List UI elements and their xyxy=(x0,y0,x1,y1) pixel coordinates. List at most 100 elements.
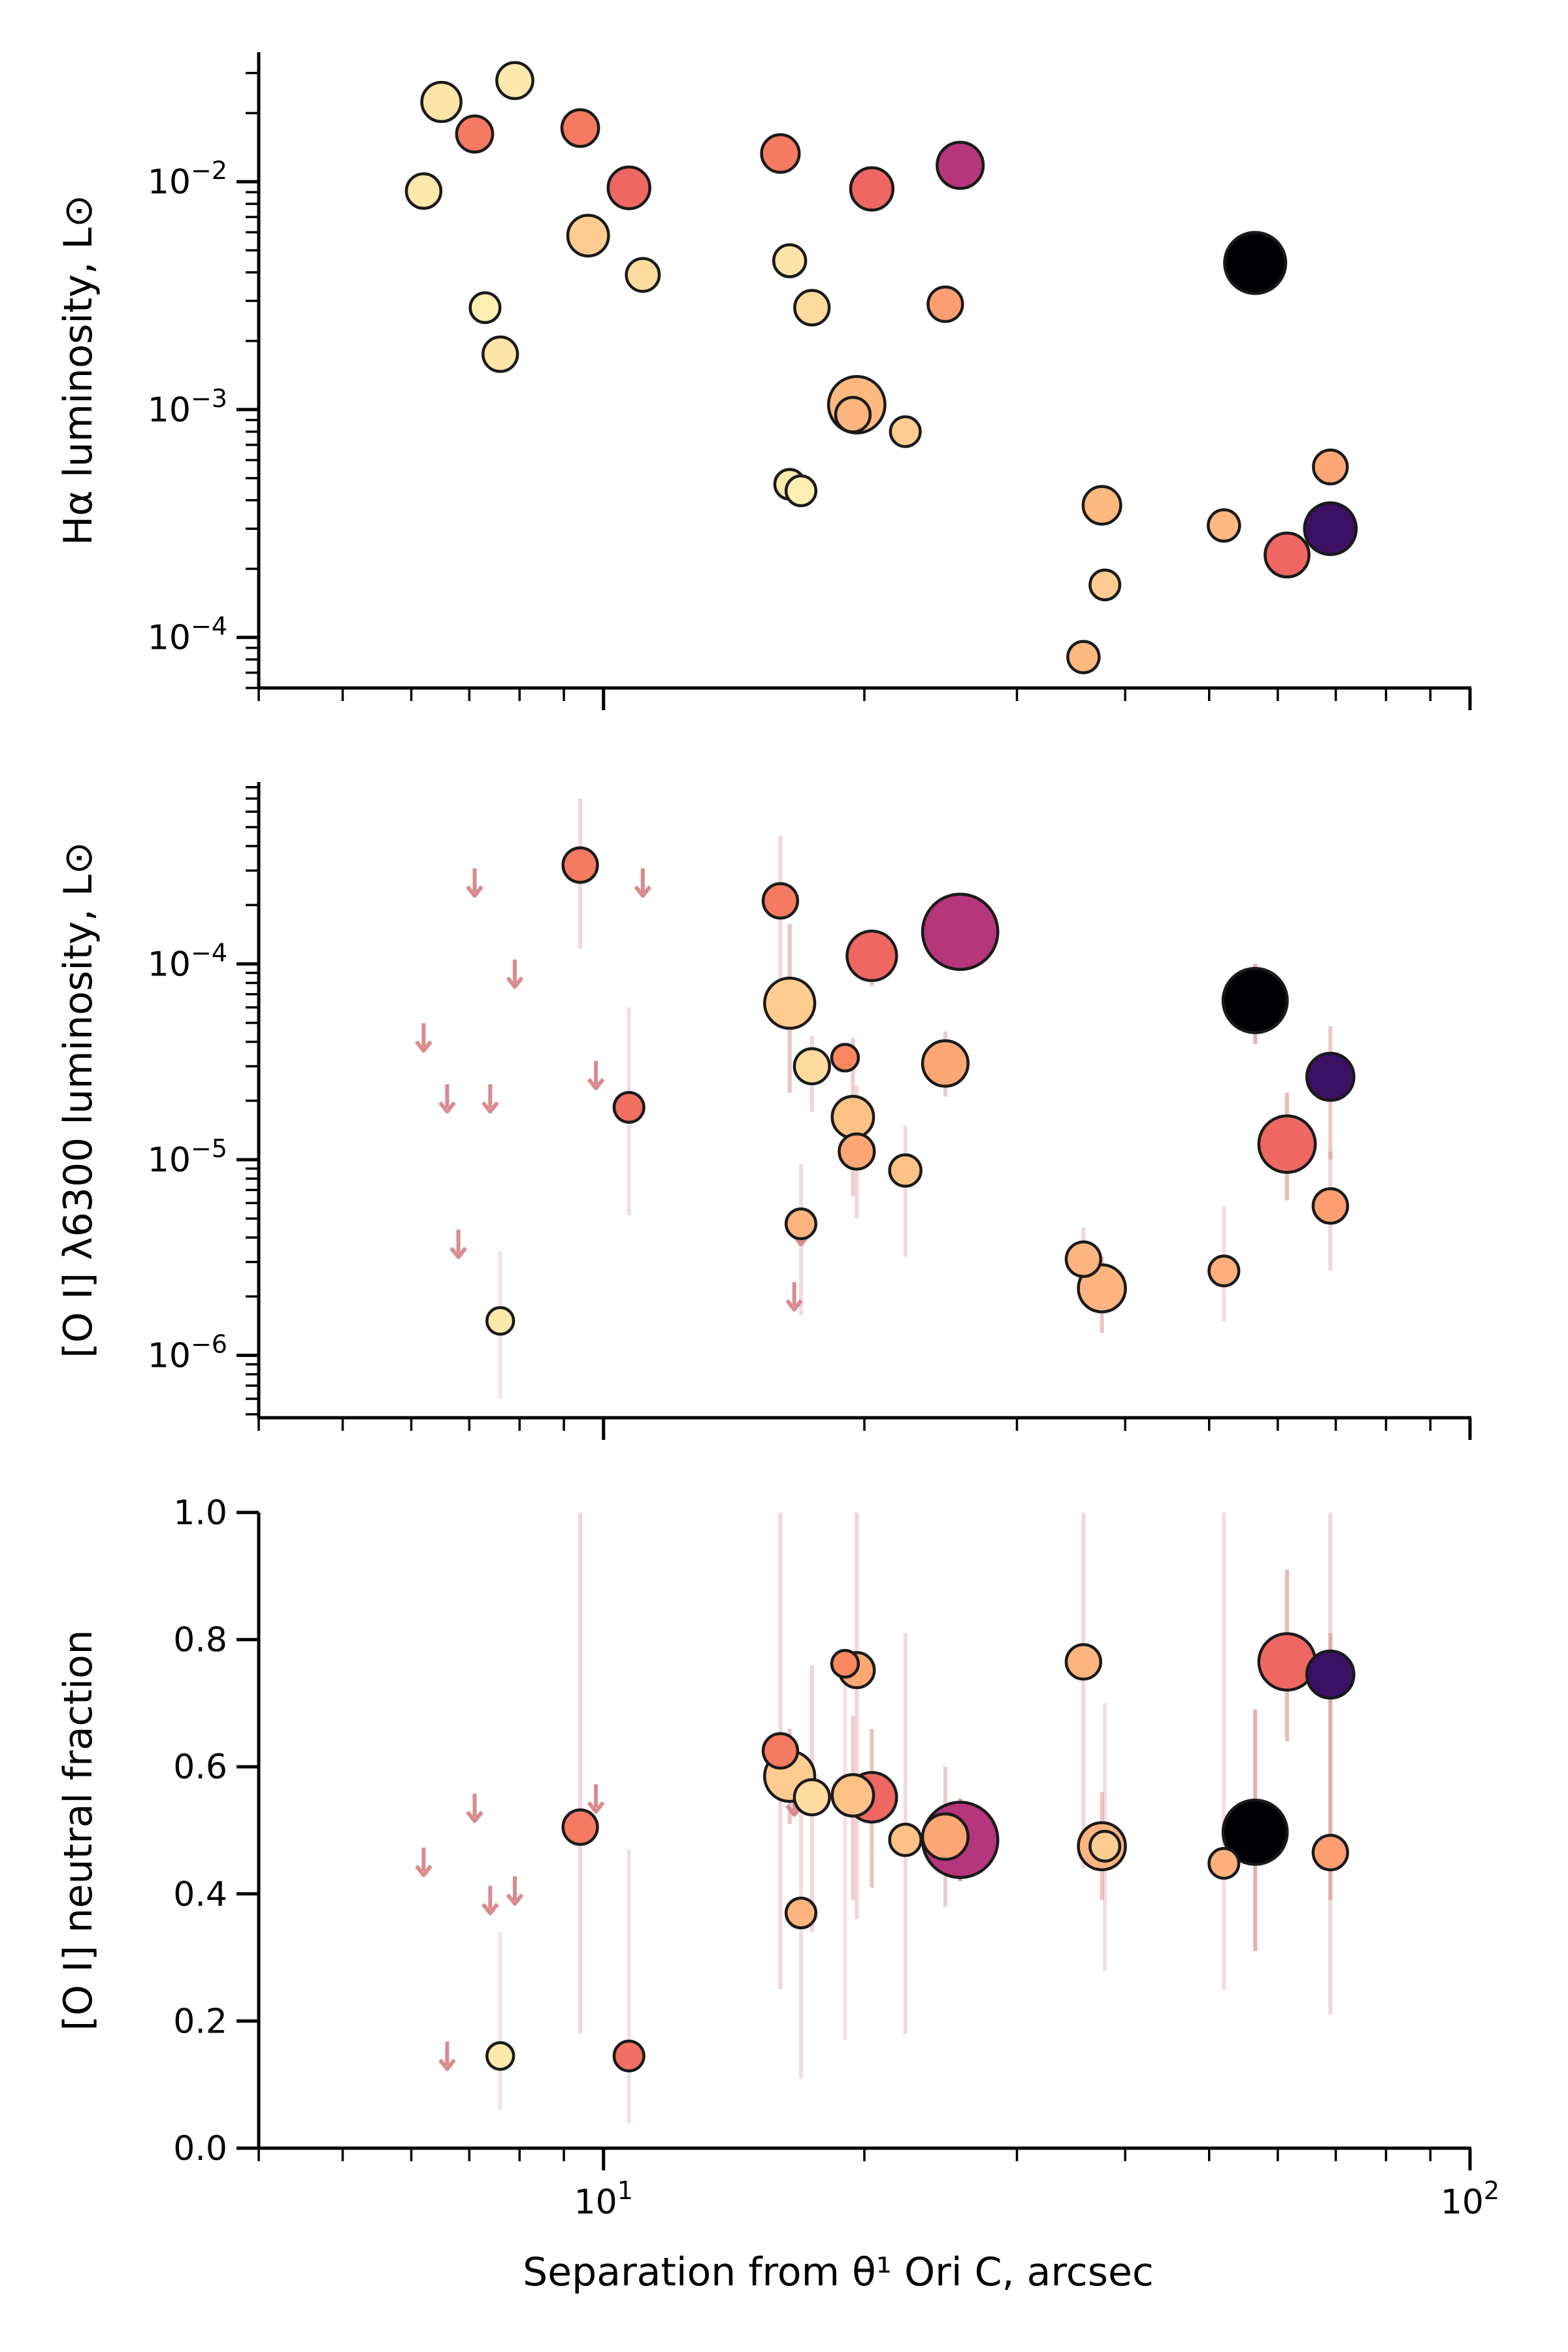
y-tick-label: 0.8 xyxy=(173,1621,227,1660)
data-point xyxy=(849,166,895,212)
y-tick-label: 10−2 xyxy=(148,156,227,202)
upper-limit-arrow xyxy=(587,1784,605,1814)
data-point xyxy=(1221,1798,1289,1866)
data-point xyxy=(1311,1187,1349,1225)
y-tick-label: 0.4 xyxy=(173,1875,227,1914)
data-point xyxy=(921,1039,970,1088)
data-point xyxy=(606,165,651,210)
upper-limit-arrow-head xyxy=(415,1865,433,1878)
data-point xyxy=(468,291,502,325)
y-tick-label: 0.0 xyxy=(173,2129,227,2168)
oi-luminosity-panel: 10−6 10−5 10−4 [O I] λ6300 luminosity, L⊙ xyxy=(56,782,1472,1440)
data-point xyxy=(1264,531,1311,579)
data-point xyxy=(1066,640,1101,674)
y-axis-label: Hα luminosity, L⊙ xyxy=(56,195,101,546)
data-point xyxy=(761,882,800,920)
upper-limit-arrow-head xyxy=(466,1810,483,1823)
data-point xyxy=(1207,1254,1241,1288)
data-point xyxy=(784,1207,818,1241)
upper-limit-arrow xyxy=(634,868,652,898)
data-point xyxy=(455,114,495,154)
data-point xyxy=(1088,1829,1122,1863)
data-point xyxy=(761,1732,800,1770)
data-point xyxy=(784,1896,818,1930)
data-point xyxy=(561,1808,599,1846)
data-point xyxy=(926,285,964,323)
upper-limit-arrow-head xyxy=(438,2059,456,2071)
upper-limit-arrow-head xyxy=(785,1299,804,1312)
data-point xyxy=(784,474,818,508)
y-tick-label: 10−4 xyxy=(148,938,227,984)
upper-limit-arrow-head xyxy=(449,1247,467,1260)
data-point xyxy=(888,1153,923,1188)
data-point xyxy=(793,289,831,327)
y-tick-label: 10−3 xyxy=(148,384,227,430)
data-point xyxy=(560,108,600,148)
upper-limit-arrow xyxy=(466,868,483,898)
data-point xyxy=(845,929,898,983)
upper-limit-arrow-head xyxy=(415,1040,433,1053)
upper-limit-arrow xyxy=(449,1230,467,1260)
upper-limit-arrow-head xyxy=(587,1801,605,1814)
upper-limit-arrow-head xyxy=(466,885,483,898)
y-tick-label: 10−4 xyxy=(148,612,227,658)
data-point xyxy=(612,2039,645,2072)
upper-limit-arrow xyxy=(438,2041,456,2071)
upper-limit-arrow-head xyxy=(481,1101,499,1114)
data-point xyxy=(888,1822,923,1857)
data-point xyxy=(1303,501,1358,557)
data-point xyxy=(792,1047,831,1086)
data-point xyxy=(404,172,443,210)
data-point xyxy=(830,1043,860,1073)
halpha-luminosity-panel: 10−4 10−3 10−2 Hα luminosity, L⊙ xyxy=(56,52,1472,710)
data-point xyxy=(566,214,610,258)
data-point xyxy=(1305,1649,1356,1700)
data-point xyxy=(1305,1051,1356,1102)
upper-limit-arrow xyxy=(415,1023,433,1053)
data-point xyxy=(625,257,661,293)
data-point xyxy=(495,61,534,101)
data-point xyxy=(1257,1114,1317,1174)
data-point xyxy=(760,133,801,174)
data-point xyxy=(1064,1240,1102,1278)
upper-limit-arrow-head xyxy=(634,885,652,898)
y-tick-label: 0.2 xyxy=(173,2002,227,2041)
upper-limit-arrow-head xyxy=(506,976,524,989)
data-point xyxy=(936,140,985,190)
upper-limit-arrow xyxy=(785,1282,804,1312)
data-point xyxy=(561,846,599,884)
upper-limit-arrow xyxy=(481,1886,499,1916)
data-point xyxy=(921,1812,970,1861)
upper-limit-arrow xyxy=(506,1876,524,1906)
data-point xyxy=(1311,1833,1349,1872)
data-point xyxy=(485,1306,515,1336)
data-point xyxy=(420,80,463,123)
data-point xyxy=(763,976,817,1030)
upper-limit-arrow xyxy=(481,1084,499,1114)
data-point xyxy=(830,1648,860,1679)
neutral-fraction-panel: 0.0 0.2 0.4 0.6 0.8 1.0 101 102 [O I] neutral fr… xyxy=(56,1494,1499,2295)
data-point xyxy=(1312,448,1349,485)
y-tick-label: 0.6 xyxy=(173,1748,227,1787)
data-point xyxy=(612,1090,645,1124)
upper-limit-arrow xyxy=(506,959,524,989)
data-point xyxy=(792,1778,831,1817)
data-point xyxy=(1223,231,1288,295)
data-point xyxy=(921,892,1000,972)
data-point xyxy=(838,1132,876,1171)
upper-limit-arrow xyxy=(438,1084,456,1114)
data-point xyxy=(1207,508,1241,543)
data-point xyxy=(830,1094,875,1139)
y-axis-label: [O I] λ6300 luminosity, L⊙ xyxy=(56,841,101,1358)
upper-limit-arrow-head xyxy=(587,1077,605,1090)
y-tick-label: 1.0 xyxy=(173,1494,227,1533)
x-tick-label: 101 xyxy=(574,2176,633,2222)
data-point xyxy=(834,396,872,434)
data-point xyxy=(482,335,519,373)
upper-limit-arrow xyxy=(587,1060,605,1090)
y-tick-label: 10−5 xyxy=(148,1134,227,1180)
data-point xyxy=(889,415,922,448)
data-point xyxy=(1221,967,1289,1034)
x-axis-label: Separation from θ¹ Ori C, arcsec xyxy=(523,2249,1154,2295)
upper-limit-arrow-head xyxy=(506,1893,524,1906)
